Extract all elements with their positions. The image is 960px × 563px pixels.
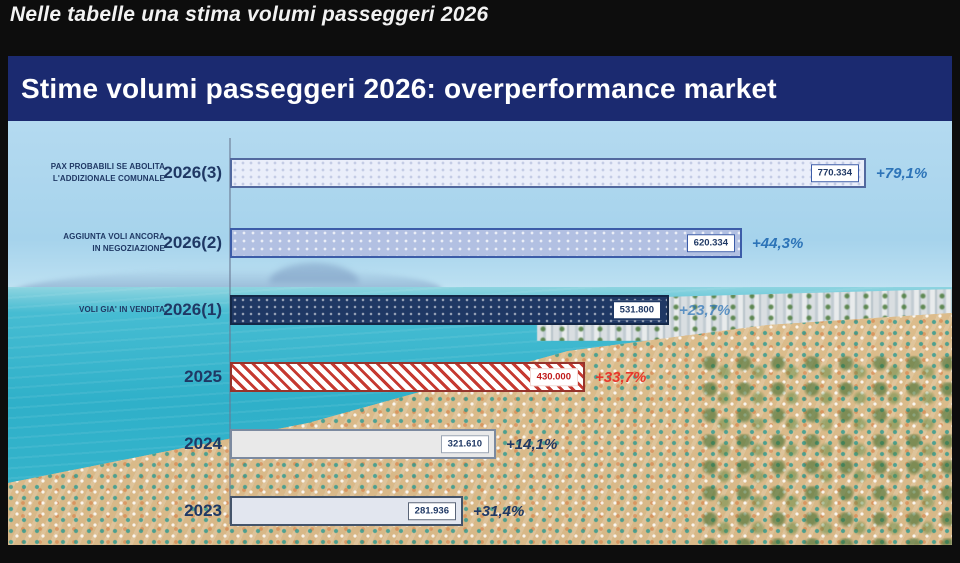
pct-label: +44,3% <box>752 234 804 252</box>
bar-row-2026-1: VOLI GIA' IN VENDITA 2026(1) 531.800 +23… <box>8 295 952 325</box>
page-caption: Nelle tabelle una stima volumi passegger… <box>10 3 489 26</box>
year-label: 2026(2) <box>163 233 222 252</box>
value-badge: 430.000 <box>529 368 578 386</box>
value-badge: 770.334 <box>810 164 859 182</box>
chart-area: PAX PROBABILI SE ABOLITA L'ADDIZIONALE C… <box>8 121 952 545</box>
slide-title: Stime volumi passeggeri 2026: overperfor… <box>21 72 777 104</box>
year-label: 2023 <box>184 501 222 520</box>
bar-row-2023: 2023 281.936 +31,4% <box>8 496 952 526</box>
slide: Stime volumi passeggeri 2026: overperfor… <box>8 56 952 545</box>
bar: 281.936 <box>230 496 463 526</box>
bar-row-2025: 2025 430.000 +33,7% <box>8 362 952 392</box>
pct-label: +31,4% <box>473 502 525 520</box>
value-badge: 321.610 <box>440 435 489 453</box>
bar-row-2026-2: AGGIUNTA VOLI ANCORA IN NEGOZIAZIONE 202… <box>8 228 952 258</box>
year-label: 2026(3) <box>163 163 222 182</box>
slide-header: Stime volumi passeggeri 2026: overperfor… <box>8 56 952 121</box>
bar-row-2026-3: PAX PROBABILI SE ABOLITA L'ADDIZIONALE C… <box>8 158 952 188</box>
value-badge: 281.936 <box>407 502 456 520</box>
value-badge: 620.334 <box>686 234 735 252</box>
value-badge: 531.800 <box>611 300 662 320</box>
bar-row-2024: 2024 321.610 +14,1% <box>8 429 952 459</box>
pct-label: +23,7% <box>679 301 731 319</box>
beach-photo-trees <box>702 356 952 545</box>
year-label: 2026(1) <box>163 300 222 319</box>
chart-axis-line <box>229 138 231 524</box>
bar: 620.334 <box>230 228 742 258</box>
bar: 531.800 <box>230 295 669 325</box>
bar: 430.000 <box>230 362 585 392</box>
pct-label: +33,7% <box>595 368 647 386</box>
year-label: 2025 <box>184 367 222 386</box>
pct-label: +14,1% <box>506 435 558 453</box>
pct-label: +79,1% <box>876 164 928 182</box>
category-note: VOLI GIA' IN VENDITA <box>79 305 165 314</box>
category-note: AGGIUNTA VOLI ANCORA IN NEGOZIAZIONE <box>63 232 165 253</box>
category-note: PAX PROBABILI SE ABOLITA L'ADDIZIONALE C… <box>50 162 165 183</box>
year-label: 2024 <box>184 434 222 453</box>
bar: 770.334 <box>230 158 866 188</box>
bar: 321.610 <box>230 429 496 459</box>
